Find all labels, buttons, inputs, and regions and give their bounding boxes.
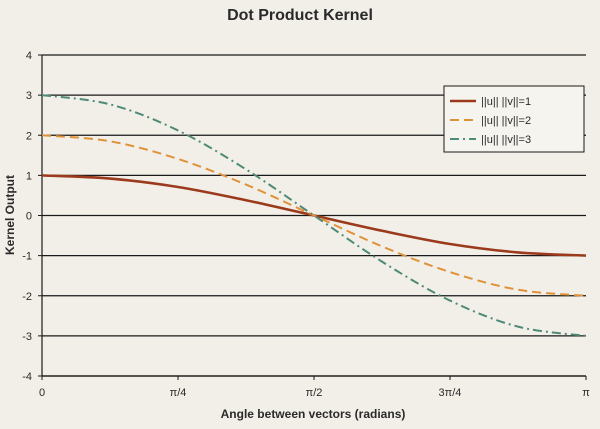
y-tick-label-7: -3 — [22, 331, 32, 343]
x-tick-label-1: π/4 — [170, 387, 187, 399]
y-axis-label: Kernel Output — [3, 175, 17, 255]
plot-area: 4 3 2 1 0 -1 -2 -3 -4 0 π/4 π/2 3π/4 π — [22, 50, 590, 399]
chart-title: Dot Product Kernel — [227, 7, 373, 24]
y-tick-label-0: 4 — [26, 50, 32, 62]
series-line-2 — [41, 134, 587, 297]
x-axis-label: Angle between vectors (radians) — [221, 407, 406, 421]
y-tick-label-3: 1 — [26, 170, 32, 182]
y-tick-label-4: 0 — [26, 211, 32, 223]
legend-label-2: ||u|| ||v||=2 — [481, 115, 531, 127]
y-tick-label-1: 3 — [26, 90, 32, 102]
chart-legend: ||u|| ||v||=1 ||u|| ||v||=2 ||u|| ||v||=3 — [443, 85, 585, 153]
y-tick-label-6: -2 — [22, 291, 32, 303]
y-tick-label-5: -1 — [22, 251, 32, 263]
y-tick-label-2: 2 — [26, 130, 32, 142]
x-tick-label-0: 0 — [39, 387, 45, 399]
x-tick-label-4: π — [582, 387, 590, 399]
x-tick-label-2: π/2 — [306, 387, 323, 399]
legend-label-1: ||u|| ||v||=1 — [481, 96, 531, 108]
y-tick-label-8: -4 — [22, 371, 32, 383]
x-tick-label-3: 3π/4 — [439, 387, 462, 399]
legend-label-3: ||u|| ||v||=3 — [481, 134, 531, 146]
